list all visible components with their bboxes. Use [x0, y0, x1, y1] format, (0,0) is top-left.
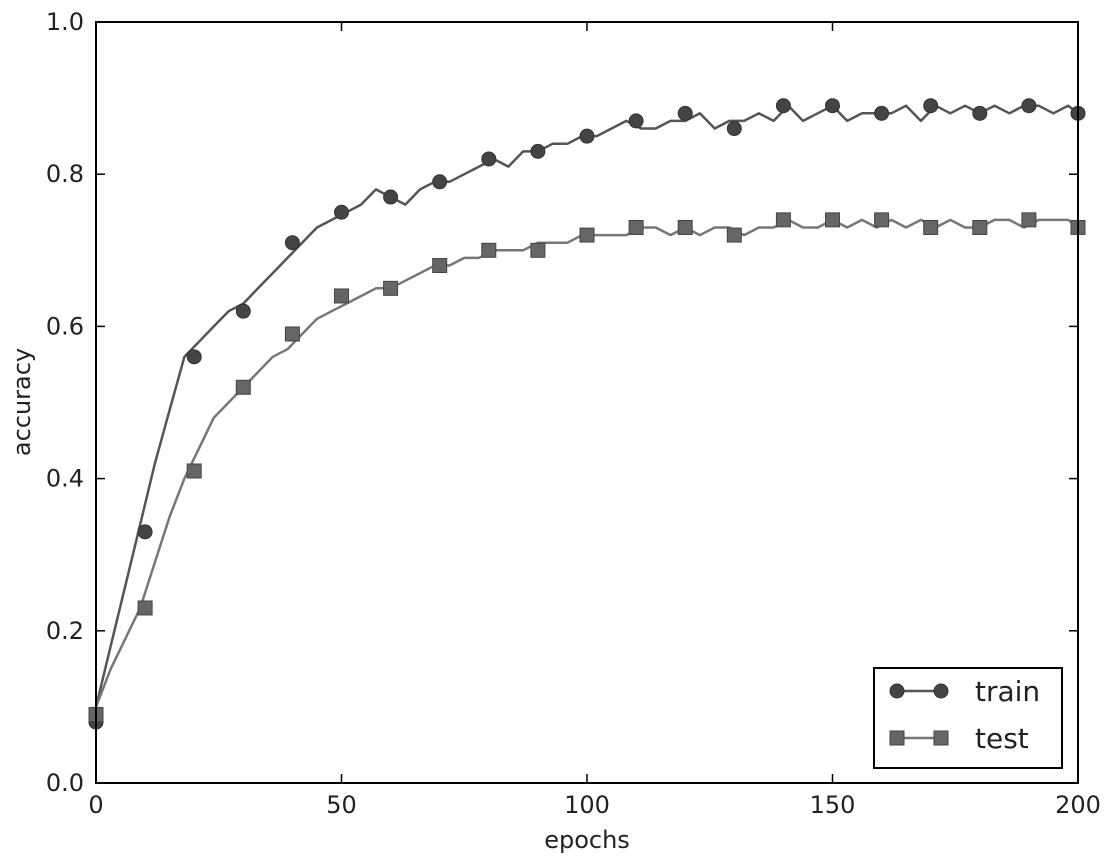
- legend-test-marker-left: [889, 730, 905, 746]
- plot-area: [96, 22, 1078, 783]
- data-point-train: [235, 303, 251, 319]
- x-tick-label: 50: [326, 791, 357, 819]
- data-point-test: [923, 219, 939, 235]
- data-point-train: [726, 121, 742, 137]
- legend-train-marker-left: [889, 683, 905, 699]
- y-tick-label: 1.0: [46, 8, 84, 36]
- legend-test-label: test: [975, 722, 1029, 755]
- data-point-test: [825, 212, 840, 228]
- y-tick-label: 0.4: [46, 465, 84, 493]
- data-point-test: [972, 219, 988, 235]
- data-point-train: [825, 98, 840, 114]
- y-tick-label: 0.0: [46, 769, 84, 797]
- data-point-train: [186, 349, 202, 365]
- data-point-train: [1021, 98, 1037, 114]
- data-point-train: [481, 151, 497, 167]
- x-tick-label: 200: [1055, 791, 1101, 819]
- data-point-test: [579, 227, 595, 243]
- x-axis-label: epochs: [544, 826, 630, 854]
- series-train: [88, 98, 1086, 730]
- data-point-train: [677, 105, 693, 121]
- series-layer: [88, 98, 1086, 730]
- legend-train-label: train: [975, 675, 1040, 708]
- data-point-test: [1021, 212, 1037, 228]
- data-point-train: [874, 105, 890, 121]
- data-point-test: [775, 212, 791, 228]
- y-tick-label: 0.6: [46, 312, 84, 340]
- data-point-test: [432, 258, 448, 274]
- y-tick-label: 0.2: [46, 617, 84, 645]
- data-point-train: [334, 204, 349, 220]
- data-point-test: [334, 288, 349, 304]
- data-point-train: [530, 143, 546, 159]
- plot-background: [96, 22, 1078, 783]
- data-point-test: [530, 242, 546, 258]
- legend-train-marker-right: [933, 683, 949, 699]
- data-point-train: [972, 105, 988, 121]
- data-point-test: [137, 600, 153, 616]
- data-point-train: [775, 98, 791, 114]
- data-point-test: [726, 227, 742, 243]
- data-point-test: [235, 379, 251, 395]
- series-test: [88, 212, 1086, 723]
- x-tick-label: 0: [88, 791, 103, 819]
- data-point-train: [383, 189, 399, 205]
- data-point-test: [284, 326, 300, 342]
- data-point-test: [383, 280, 399, 296]
- data-point-test: [186, 463, 202, 479]
- y-tick-label: 0.8: [46, 160, 84, 188]
- legend-test-marker-right: [933, 730, 949, 746]
- data-point-test: [677, 219, 693, 235]
- y-axis-label: accuracy: [8, 348, 36, 456]
- data-point-test: [874, 212, 890, 228]
- data-point-train: [628, 113, 644, 129]
- data-point-test: [628, 219, 644, 235]
- data-point-train: [579, 128, 595, 144]
- axes-layer: 0 50 100 150 200 0.0 0.2 0.4 0.6 0.8 1.0: [46, 8, 1101, 819]
- data-point-train: [284, 235, 300, 251]
- legend: train test: [873, 667, 1063, 769]
- x-tick-label: 100: [564, 791, 610, 819]
- data-point-train: [923, 98, 939, 114]
- data-point-test: [481, 242, 497, 258]
- data-point-train: [137, 524, 153, 540]
- legend-box: [873, 667, 1063, 769]
- data-point-train: [432, 174, 448, 190]
- x-tick-label: 150: [810, 791, 856, 819]
